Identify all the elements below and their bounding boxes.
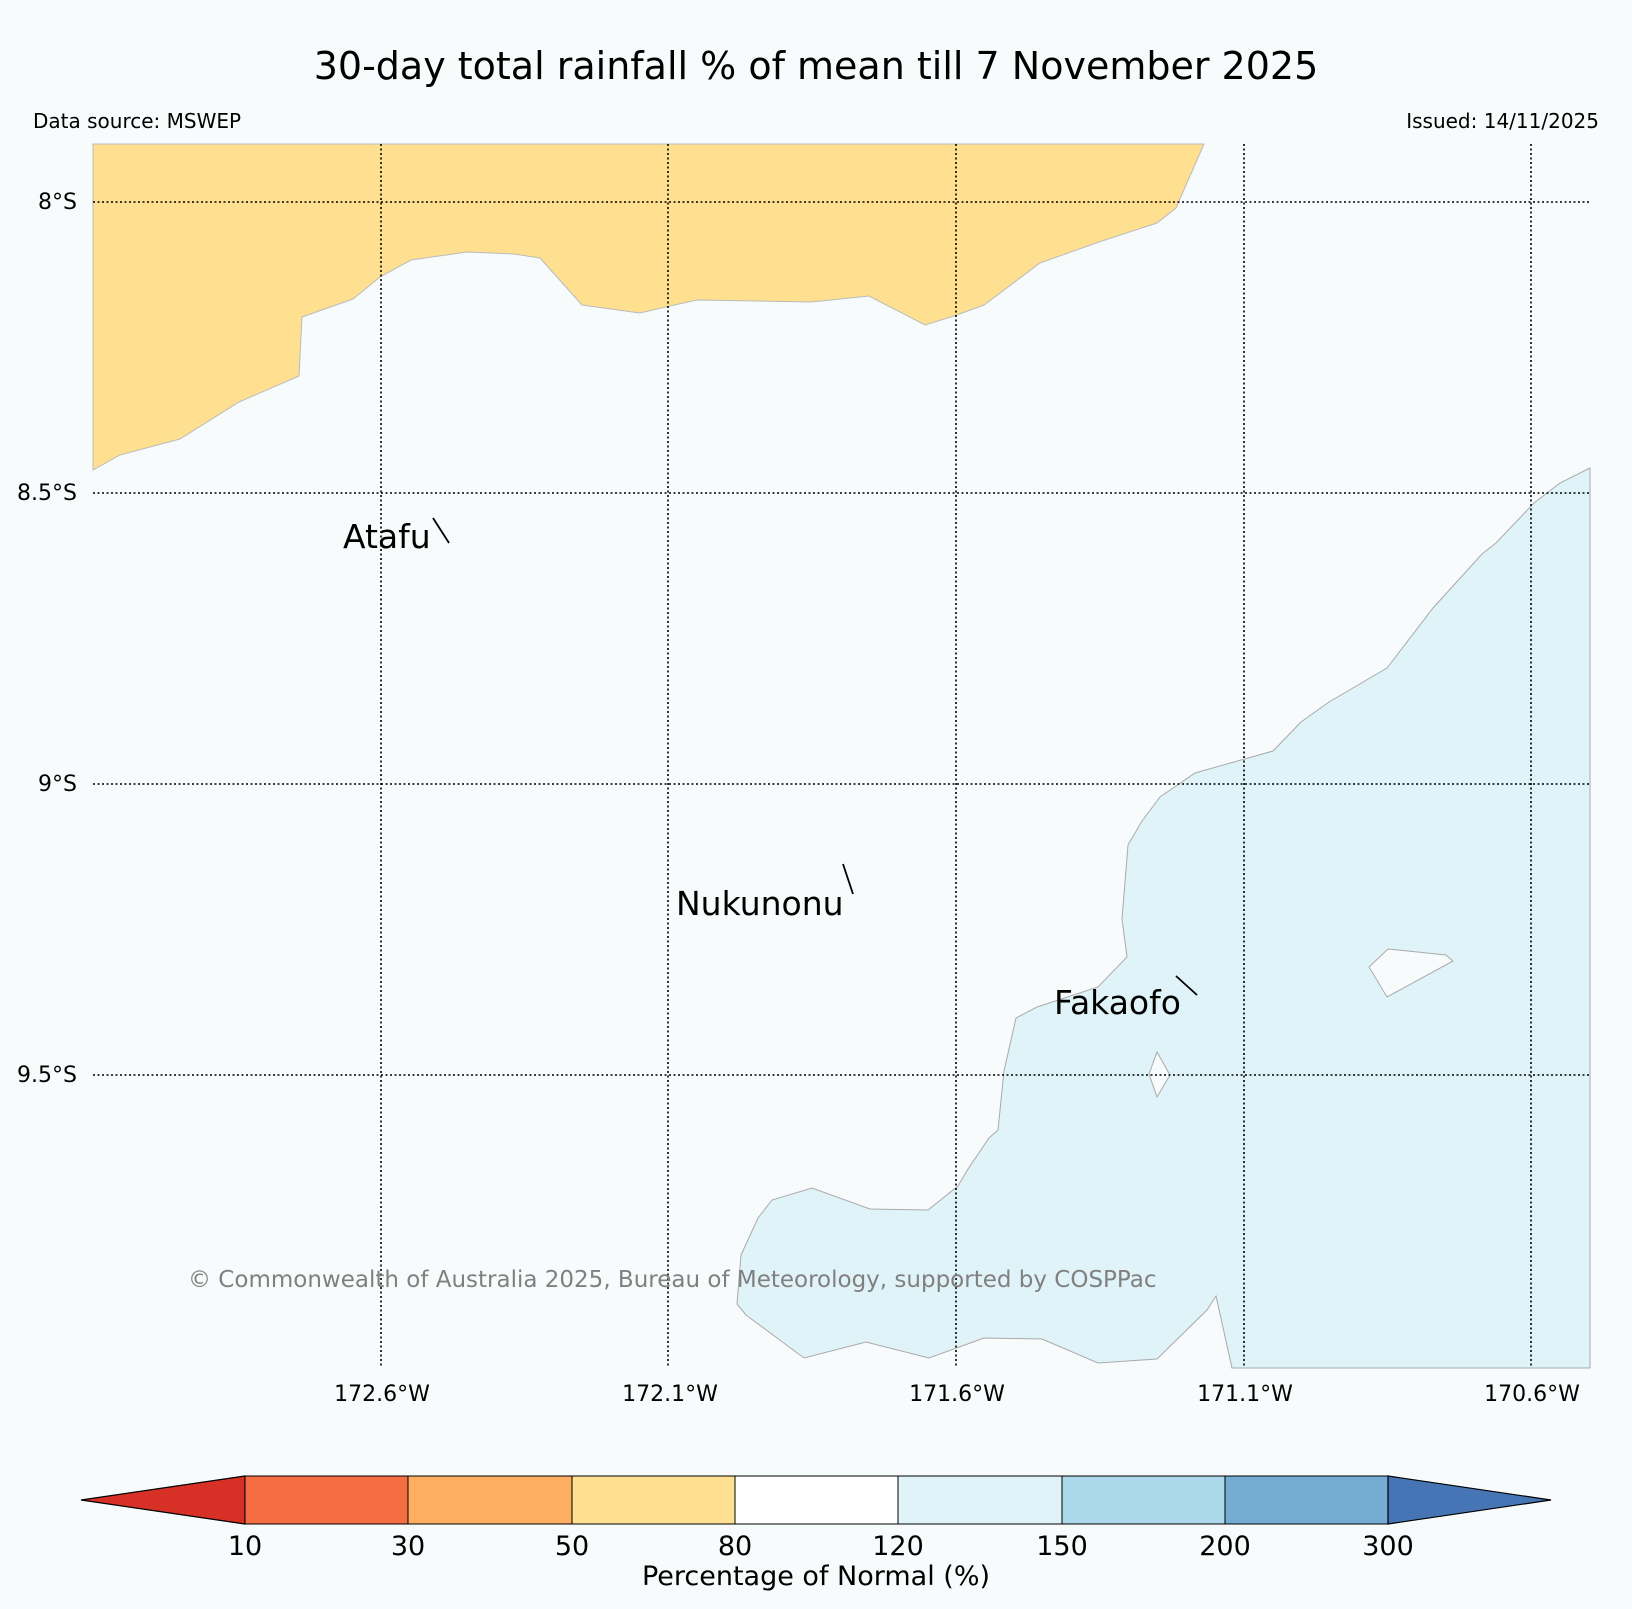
colorbar-label: Percentage of Normal (%): [642, 1561, 990, 1592]
lon-label-172-6w: 172.6°W: [334, 1382, 430, 1407]
colorbar-tick-120: 120: [872, 1531, 924, 1562]
colorbar-tick-50: 50: [555, 1531, 589, 1562]
data-source-label: Data source: MSWEP: [33, 109, 241, 133]
copyright-notice: © Commonwealth of Australia 2025, Bureau…: [188, 1267, 1157, 1293]
rainfall-region-50-80: [92, 143, 1205, 471]
lon-label-171-6w: 171.6°W: [909, 1382, 1005, 1407]
colorbar: 10 30 50 80 120 150 200 300 Percentage o…: [80, 1475, 1552, 1592]
lat-label-9-5s: 9.5°S: [17, 1063, 77, 1088]
lat-label-8-5s: 8.5°S: [17, 481, 77, 506]
lat-label-9s: 9°S: [38, 772, 77, 797]
colorbar-tick-80: 80: [718, 1531, 752, 1562]
colorbar-bin-50-80: [571, 1475, 736, 1525]
colorbar-bin-120-150: [897, 1475, 1063, 1525]
place-label-nukunonu: Nukunonu: [676, 884, 844, 923]
colorbar-over-extension: [1387, 1475, 1552, 1525]
colorbar-bin-80-120: [734, 1475, 899, 1525]
place-label-fakaofo: Fakaofo: [1054, 983, 1181, 1022]
map-panel: Atafu Nukunonu Fakaofo © Commonwealth of…: [92, 143, 1591, 1369]
colorbar-tick-150: 150: [1036, 1531, 1088, 1562]
lon-label-171-1w: 171.1°W: [1197, 1382, 1293, 1407]
colorbar-bin-200-300: [1224, 1475, 1389, 1525]
lat-label-8s: 8°S: [38, 190, 77, 215]
graticule: [93, 144, 1590, 1368]
colorbar-bin-150-200: [1061, 1475, 1226, 1525]
colorbar-bin-10-30: [244, 1475, 409, 1525]
colorbar-tick-200: 200: [1199, 1531, 1251, 1562]
fakaofo-atoll-marker: [1175, 975, 1198, 996]
map-title: 30-day total rainfall % of mean till 7 N…: [314, 44, 1319, 88]
enclave-east: [1368, 948, 1454, 998]
colorbar-tick-30: 30: [391, 1531, 425, 1562]
atafu-atoll-marker: [432, 517, 450, 544]
lon-label-170-6w: 170.6°W: [1484, 1382, 1580, 1407]
colorbar-bin-30-50: [407, 1475, 573, 1525]
nukunonu-atoll-marker: [842, 863, 854, 895]
issued-date-label: Issued: 14/11/2025: [1406, 109, 1599, 133]
colorbar-tick-10: 10: [228, 1531, 262, 1562]
colorbar-tick-300: 300: [1362, 1531, 1414, 1562]
rainfall-region-120-150: [736, 467, 1591, 1369]
place-label-atafu: Atafu: [343, 517, 431, 556]
colorbar-under-extension: [80, 1475, 246, 1525]
lon-label-172-1w: 172.1°W: [622, 1382, 718, 1407]
